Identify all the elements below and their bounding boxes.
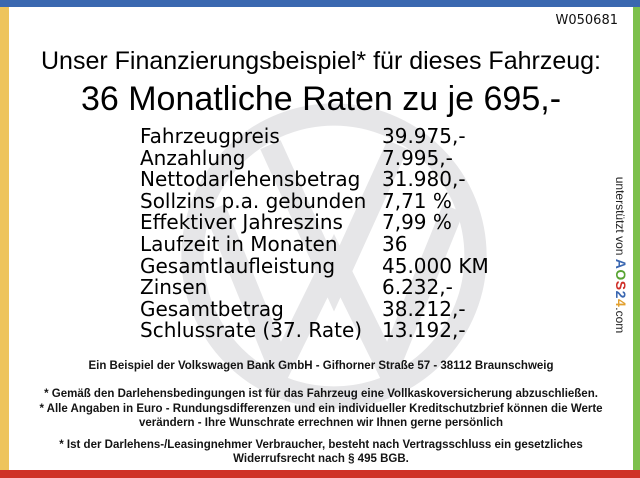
row-label: Gesamtlaufleistung xyxy=(140,253,336,278)
row-value: 31.980,- xyxy=(382,167,466,192)
row-value: 36 xyxy=(382,231,408,256)
offer-title: Unser Finanzierungsbeispiel* für dieses … xyxy=(40,47,601,75)
table-row: Sollzins p.a. gebunden 7,71 % xyxy=(140,188,610,213)
footnote-euro-line2: verändern - Ihre Wunschrate errechnen wi… xyxy=(138,417,504,429)
footnote-widerruf-line2: Widerrufsrecht nach § 495 BGB. xyxy=(233,453,409,465)
left-yellow-stripe xyxy=(0,7,9,470)
bottom-red-bar xyxy=(0,470,640,478)
row-label: Nettodarlehensbetrag xyxy=(140,167,361,192)
row-label: Gesamtbetrag xyxy=(140,296,284,321)
aos24-logo: AOS24 xyxy=(613,258,629,308)
table-row: Gesamtlaufleistung 45.000 KM xyxy=(140,253,610,278)
table-row: Anzahlung 7.995,- xyxy=(140,145,610,170)
bank-address-line: Ein Beispiel der Volkswagen Bank GmbH - … xyxy=(88,360,554,372)
right-green-stripe xyxy=(633,7,640,470)
table-row: Zinsen 6.232,- xyxy=(140,277,610,299)
reference-number: W050681 xyxy=(555,13,618,28)
row-label: Fahrzeugpreis xyxy=(140,124,280,148)
row-value: 39.975,- xyxy=(382,124,466,148)
table-row: Laufzeit in Monaten 36 xyxy=(140,231,610,256)
monthly-rate-headline: 36 Monatliche Raten zu je 695,- xyxy=(80,80,562,118)
vw-logo-watermark-icon xyxy=(175,97,493,415)
table-row: Nettodarlehensbetrag 31.980,- xyxy=(140,169,610,191)
table-row: Gesamtbetrag 38.212,- xyxy=(140,296,610,321)
brand-suffix: .com xyxy=(613,307,627,334)
row-label: Schlussrate (37. Rate) xyxy=(140,318,363,343)
footnote-insurance: * Gemäß den Darlehensbedingungen ist für… xyxy=(44,388,598,400)
finance-table: Fahrzeugpreis 39.975,- Anzahlung 7.995,-… xyxy=(140,124,610,342)
top-blue-bar xyxy=(0,0,640,7)
table-row: Schlussrate (37. Rate) 13.192,- xyxy=(140,320,610,342)
row-value: 7,99 % xyxy=(382,210,452,235)
row-value: 7,71 % xyxy=(382,188,452,213)
row-label: Sollzins p.a. gebunden xyxy=(140,188,367,213)
row-value: 6.232,- xyxy=(382,275,453,300)
row-value: 38.212,- xyxy=(382,296,466,321)
row-value: 13.192,- xyxy=(382,318,466,343)
row-label: Zinsen xyxy=(140,275,208,300)
table-row: Effektiver Jahreszins 7,99 % xyxy=(140,212,610,234)
footnote-widerruf-line1: * Ist der Darlehens-/Leasingnehmer Verbr… xyxy=(59,439,583,451)
row-label: Effektiver Jahreszins xyxy=(140,210,343,235)
table-row: Fahrzeugpreis 39.975,- xyxy=(140,124,610,148)
supported-by-label: unterstützt von xyxy=(613,176,627,259)
footnote-euro-line1: * Alle Angaben in Euro - Rundungsdiffere… xyxy=(39,403,603,415)
row-value: 45.000 KM xyxy=(382,253,489,278)
row-label: Anzahlung xyxy=(140,145,246,170)
supported-by-credit: unterstützt von AOS24.com xyxy=(613,160,629,350)
row-label: Laufzeit in Monaten xyxy=(140,231,338,256)
row-value: 7.995,- xyxy=(382,145,453,170)
